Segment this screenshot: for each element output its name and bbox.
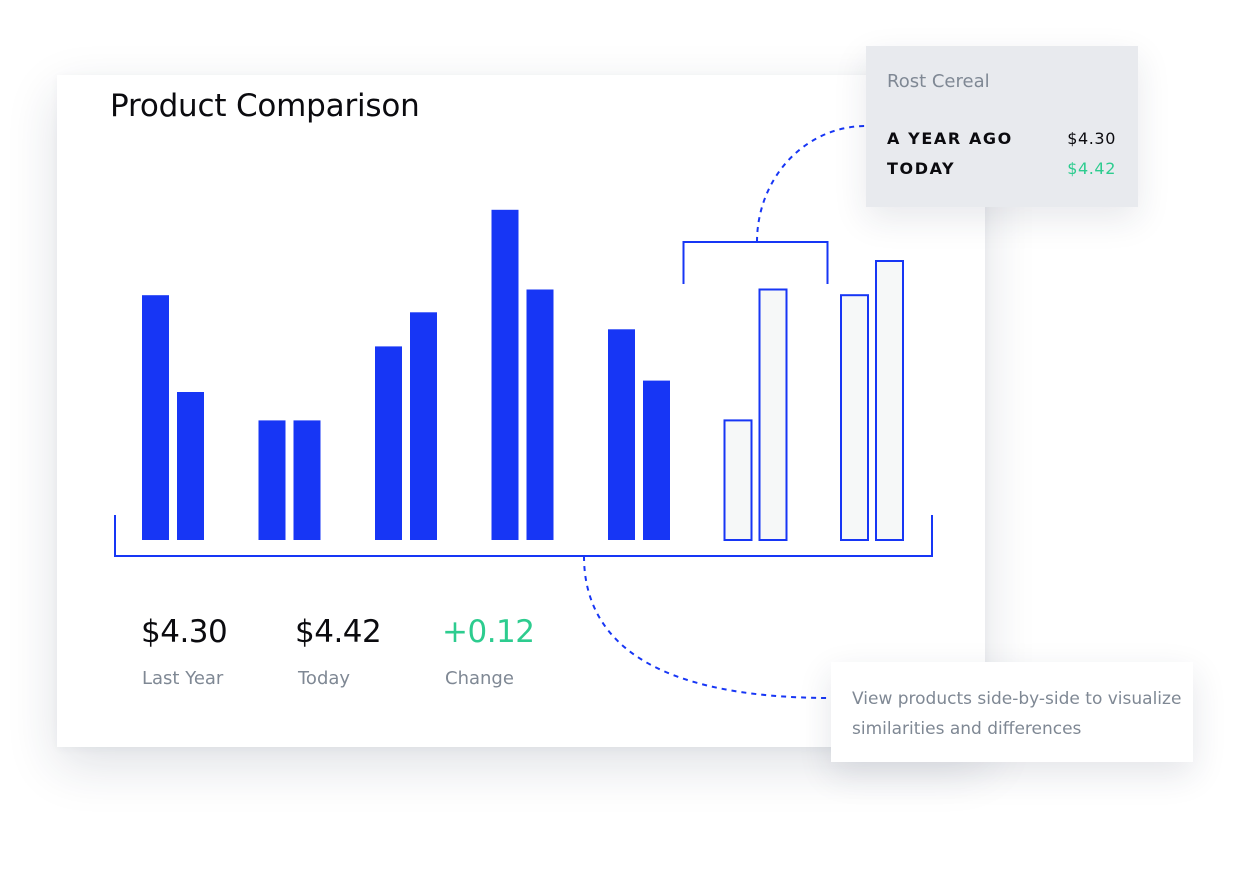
callout-text: View products side-by-side to visualize … xyxy=(852,689,1182,739)
rost-cereal-tooltip: Rost Cereal A YEAR AGO $4.30 TODAY $4.42 xyxy=(866,46,1138,207)
page-title: Product Comparison xyxy=(110,88,420,124)
bar-group-3-series-1 xyxy=(375,346,402,540)
product-comparison-card xyxy=(57,75,985,747)
chart-baseline-bracket xyxy=(114,515,933,557)
comparison-callout: View products side-by-side to visualize … xyxy=(831,662,1193,762)
callout-connector-line xyxy=(583,555,832,699)
bar-group-2-series-1 xyxy=(258,420,286,540)
bar-group-3-series-2 xyxy=(410,312,437,540)
bar-group-5-series-2 xyxy=(643,380,670,540)
tooltip-today-value: $4.42 xyxy=(1067,159,1116,178)
tooltip-connector-line xyxy=(756,125,867,243)
bar-group-6-series-1 xyxy=(723,419,753,541)
change-label: Change xyxy=(445,668,514,689)
today-value: $4.42 xyxy=(295,614,382,650)
last-year-value: $4.30 xyxy=(141,614,228,650)
bar-group-6-series-2 xyxy=(758,288,788,541)
bar-group-4-series-2 xyxy=(526,289,554,540)
bar-group-5-series-1 xyxy=(608,329,635,540)
tooltip-year-ago-label: A YEAR AGO xyxy=(887,129,1013,148)
today-label: Today xyxy=(298,668,351,689)
bar-group-1-series-2 xyxy=(177,392,204,540)
bar-group-2-series-2 xyxy=(293,420,321,540)
bar-group-1-series-1 xyxy=(142,295,169,540)
bar-group-7-series-1 xyxy=(840,294,869,542)
tooltip-product-name: Rost Cereal xyxy=(887,71,990,92)
bar-group-7-series-2 xyxy=(875,260,904,541)
tooltip-year-ago-value: $4.30 xyxy=(1067,129,1116,148)
tooltip-today-label: TODAY xyxy=(887,159,956,178)
last-year-label: Last Year xyxy=(142,668,224,689)
highlight-bracket xyxy=(682,241,829,284)
change-value: +0.12 xyxy=(442,614,535,650)
bar-group-4-series-1 xyxy=(491,209,519,541)
